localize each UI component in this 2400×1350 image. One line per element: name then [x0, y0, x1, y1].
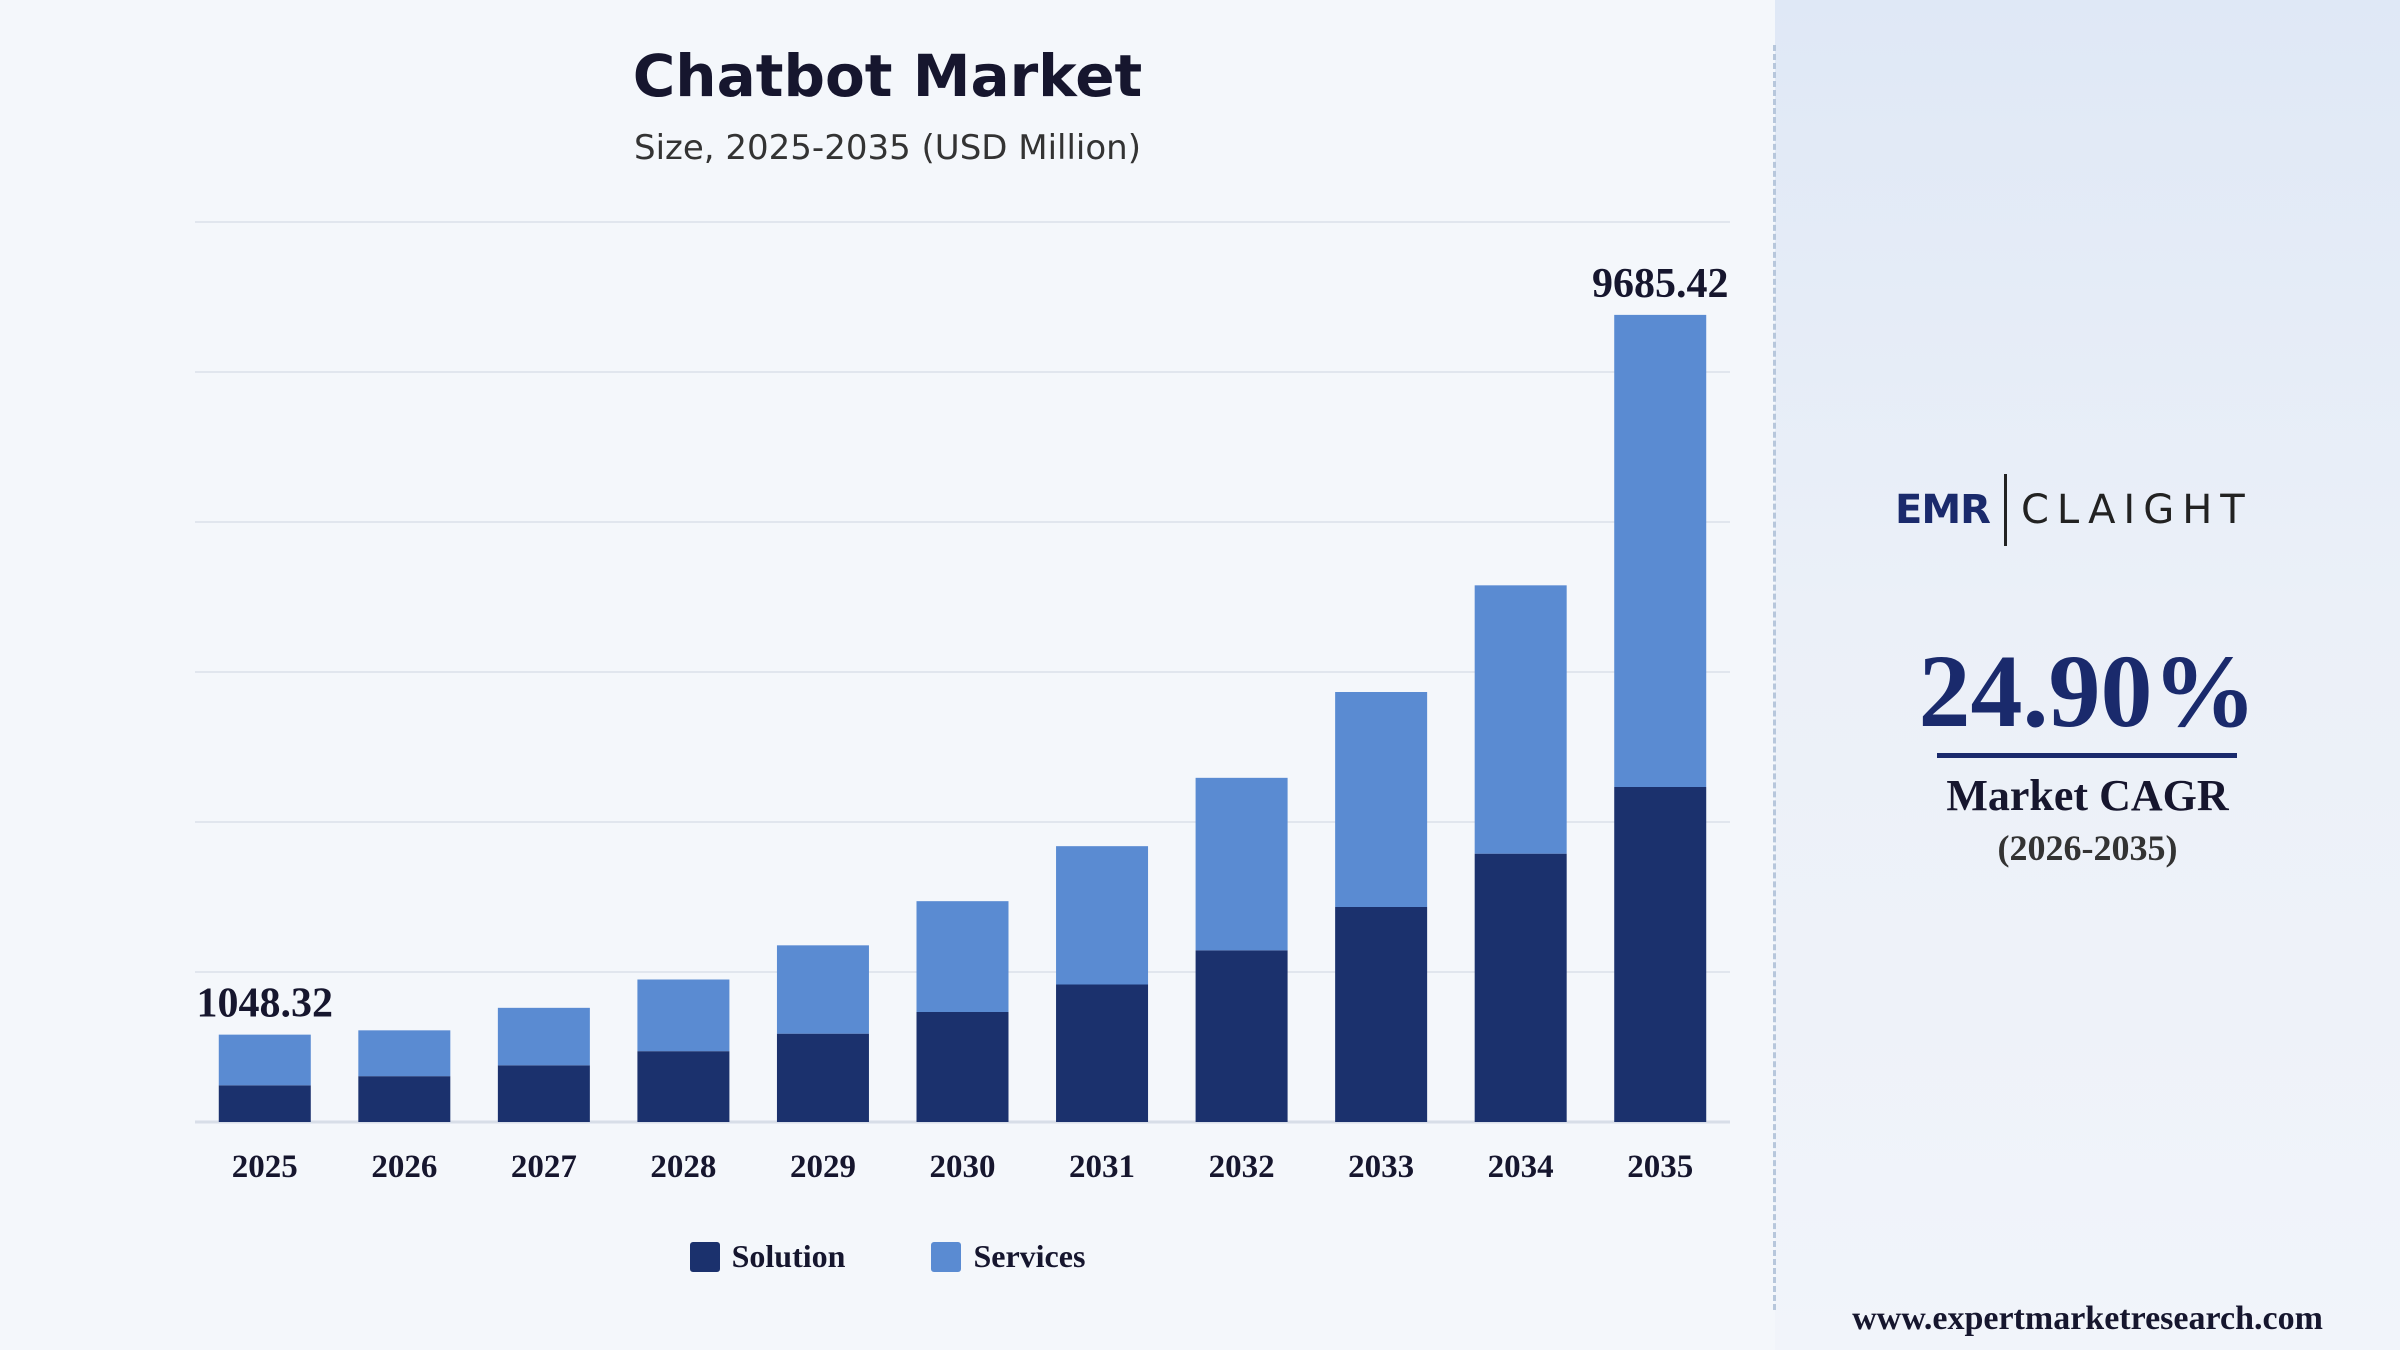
cagr-period: (2026-2035)	[1997, 828, 2178, 868]
legend-swatch-solution	[689, 1241, 720, 1272]
bar-solution-2032	[1195, 950, 1288, 1122]
bar-solution-2029	[776, 1033, 869, 1122]
x-tick-label: 2027	[511, 1149, 577, 1185]
logo-claight: CLAIGHT	[2020, 487, 2253, 533]
chart-subtitle: Size, 2025-2035 (USD Million)	[634, 128, 1141, 168]
data-label: 1048.32	[197, 981, 334, 1027]
bar-services-2033	[1335, 692, 1428, 907]
legend-label-solution: Solution	[731, 1238, 846, 1274]
bar-services-2025	[218, 1034, 311, 1086]
panel-divider	[1773, 45, 1776, 1310]
x-tick-label: 2035	[1627, 1149, 1693, 1185]
cagr-value: 24.90%	[1918, 634, 2257, 749]
bar-services-2030	[916, 901, 1009, 1012]
bar-solution-2033	[1335, 907, 1428, 1122]
bar-solution-2028	[637, 1051, 730, 1122]
bar-services-2032	[1195, 777, 1288, 951]
chart-legend: Solution Services	[0, 1238, 1775, 1275]
legend-swatch-services	[931, 1241, 962, 1272]
legend-item-solution: Solution	[689, 1238, 846, 1275]
x-tick-label: 2028	[650, 1149, 716, 1185]
side-panel	[1775, 0, 2400, 1350]
x-tick-label: 2030	[930, 1149, 996, 1185]
x-tick-label: 2033	[1348, 1149, 1414, 1185]
chart-panel: Chatbot Market Size, 2025-2035 (USD Mill…	[0, 42, 1775, 1275]
company-logo: EMR CLAIGHT	[1895, 470, 2295, 550]
chart-title: Chatbot Market	[632, 42, 1143, 110]
bar-services-2028	[637, 979, 730, 1052]
x-tick-label: 2029	[790, 1149, 856, 1185]
bar-services-2035	[1614, 314, 1707, 787]
logo-separator	[2003, 474, 2007, 546]
bar-chart: 2025 1048.32 2026 2027 2028 2029 2030 2031 2032 2…	[195, 221, 1730, 1185]
bar-services-2027	[497, 1007, 590, 1066]
website-url: www.expertmarketresearch.com	[1852, 1300, 2323, 1337]
legend-item-services: Services	[931, 1238, 1085, 1275]
legend-label-services: Services	[973, 1238, 1086, 1274]
logo-emr: EMR	[1895, 487, 1991, 533]
bar-solution-2030	[916, 1012, 1009, 1122]
cagr-underline	[1937, 753, 2237, 758]
bar-services-2031	[1056, 846, 1149, 985]
bar-solution-2031	[1056, 984, 1149, 1122]
cagr-label: Market CAGR	[1946, 771, 2229, 820]
bar-solution-2034	[1474, 853, 1567, 1122]
x-tick-label: 2025	[232, 1149, 298, 1185]
bar-services-2034	[1474, 585, 1567, 854]
bar-solution-2027	[497, 1065, 590, 1122]
bar-solution-2025	[218, 1085, 311, 1122]
x-tick-label: 2032	[1209, 1149, 1275, 1185]
bar-solution-2026	[358, 1076, 451, 1122]
bar-solution-2035	[1614, 787, 1707, 1122]
x-tick-label: 2034	[1488, 1149, 1554, 1185]
x-tick-label: 2026	[371, 1149, 437, 1185]
bar-services-2026	[358, 1030, 451, 1077]
bar-services-2029	[776, 945, 869, 1034]
x-tick-label: 2031	[1069, 1149, 1135, 1185]
data-label: 9685.42	[1592, 261, 1729, 307]
